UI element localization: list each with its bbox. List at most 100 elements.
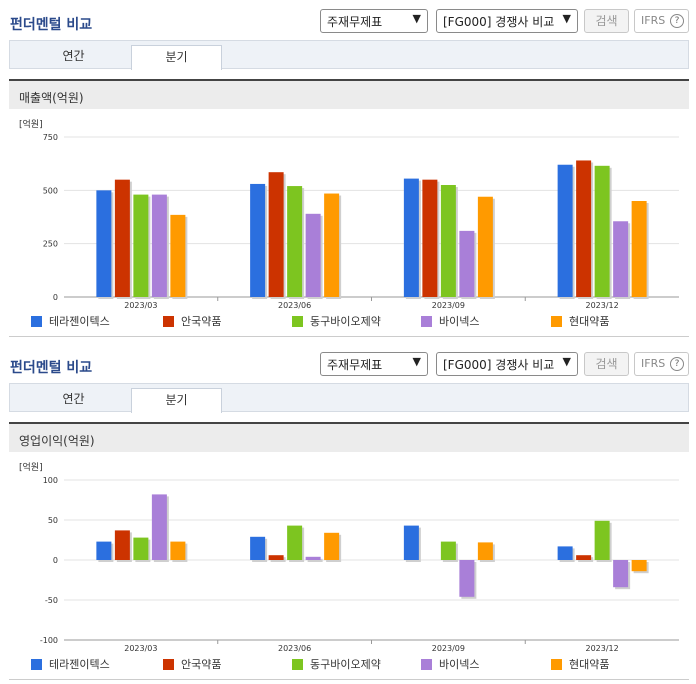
legend-label: 동구바이오제약 xyxy=(310,657,381,671)
compare-select-value: [FG000] 경쟁사 비교 xyxy=(443,358,555,372)
x-tick-label: 2023/12 xyxy=(586,301,619,310)
fundamental-section-operating-profit: 펀더멘털 비교 주재무제표 ▼ [FG000] 경쟁사 비교 ▼ 검색 IFRS? … xyxy=(0,343,696,680)
bar xyxy=(268,555,284,560)
y-tick-label: -50 xyxy=(45,596,58,605)
ifrs-label: IFRS xyxy=(641,357,666,370)
y-tick-label: 50 xyxy=(48,516,58,525)
legend-label: 안국약품 xyxy=(181,314,221,328)
legend-label: 바이넥스 xyxy=(439,315,479,328)
unit-label: [억원] xyxy=(19,461,43,473)
y-tick-label: 0 xyxy=(53,293,58,302)
bar xyxy=(440,541,456,560)
section-header: 펀더멘털 비교 주재무제표 ▼ [FG000] 경쟁사 비교 ▼ 검색 IFRS? xyxy=(0,0,696,40)
bar xyxy=(594,165,610,297)
bar xyxy=(459,230,475,297)
bar xyxy=(305,556,321,560)
bar xyxy=(96,541,112,560)
section-title: 펀더멘털 비교 xyxy=(10,17,93,33)
bar xyxy=(594,520,610,560)
bar xyxy=(557,164,573,297)
y-tick-label: 250 xyxy=(43,240,58,249)
legend-swatch xyxy=(31,659,42,670)
compare-select[interactable]: [FG000] 경쟁사 비교 ▼ xyxy=(436,352,578,376)
x-tick-label: 2023/09 xyxy=(432,301,465,310)
tab-annual[interactable]: 연간 xyxy=(62,392,85,406)
section-header: 펀더멘털 비교 주재무제표 ▼ [FG000] 경쟁사 비교 ▼ 검색 IFRS? xyxy=(0,343,696,383)
bar xyxy=(613,560,629,588)
ifrs-button[interactable]: IFRS? xyxy=(634,352,689,376)
operating-profit-bar-chart: [억원] -100 -50 0 50 100 2023/03 2023/06 2023/09 20… xyxy=(19,461,679,671)
legend-swatch xyxy=(421,316,432,327)
bar xyxy=(576,160,592,297)
period-tabs: 연간 분기 xyxy=(9,383,689,413)
chart-title: 매출액(억원) xyxy=(9,79,689,109)
legend-swatch xyxy=(421,659,432,670)
fundamental-section-sales: 펀더멘털 비교 주재무제표 ▼ [FG000] 경쟁사 비교 ▼ 검색 IFRS? … xyxy=(0,0,696,337)
bar xyxy=(114,530,130,560)
x-tick-label: 2023/03 xyxy=(124,644,157,653)
bar xyxy=(250,536,266,560)
bar xyxy=(114,179,130,297)
chart-title: 영업이익(억원) xyxy=(9,422,689,452)
statement-select[interactable]: 주재무제표 ▼ xyxy=(320,9,428,33)
y-tick-label: 0 xyxy=(53,556,58,565)
x-tick-label: 2023/03 xyxy=(124,301,157,310)
bar xyxy=(403,178,419,297)
y-tick-label: 750 xyxy=(43,133,58,142)
bar xyxy=(287,525,303,560)
bar xyxy=(440,185,456,297)
y-tick-label: 500 xyxy=(43,186,58,195)
x-tick-label: 2023/09 xyxy=(432,644,465,653)
bar xyxy=(631,201,647,297)
bar xyxy=(250,183,266,297)
legend-swatch xyxy=(292,316,303,327)
unit-label: [억원] xyxy=(19,118,43,130)
x-tick-label: 2023/06 xyxy=(278,301,311,310)
bar xyxy=(324,193,340,297)
bar xyxy=(477,196,493,297)
x-tick-label: 2023/12 xyxy=(586,644,619,653)
x-tick-label: 2023/06 xyxy=(278,644,311,653)
tab-quarterly[interactable]: 분기 xyxy=(131,45,222,70)
bar xyxy=(287,186,303,297)
bar xyxy=(576,555,592,560)
bar xyxy=(557,546,573,560)
ifrs-button[interactable]: IFRS? xyxy=(634,9,689,33)
legend-swatch xyxy=(551,659,562,670)
compare-select[interactable]: [FG000] 경쟁사 비교 ▼ xyxy=(436,9,578,33)
legend-label: 바이넥스 xyxy=(439,658,479,671)
bar xyxy=(305,213,321,297)
help-icon[interactable]: ? xyxy=(670,14,684,28)
legend-swatch xyxy=(551,316,562,327)
ifrs-label: IFRS xyxy=(641,14,666,27)
bar xyxy=(96,190,112,297)
sales-bar-chart: [억원] 0 250 500 750 2023/03 2023/06 2023/09 2023/… xyxy=(19,118,679,328)
legend-swatch xyxy=(31,316,42,327)
sales-chart-container: [억원] 0 250 500 750 2023/03 2023/06 2023/09 2023/… xyxy=(9,109,689,337)
legend-swatch xyxy=(292,659,303,670)
help-icon[interactable]: ? xyxy=(670,357,684,371)
legend-swatch xyxy=(163,659,174,670)
section-title: 펀더멘털 비교 xyxy=(10,360,93,376)
bar xyxy=(324,532,340,560)
bar xyxy=(268,172,284,297)
legend-label: 테라젠이텍스 xyxy=(49,658,110,671)
statement-select-value: 주재무제표 xyxy=(327,15,383,29)
operating-profit-chart-container: [억원] -100 -50 0 50 100 2023/03 2023/06 2023/09 20… xyxy=(9,452,689,680)
bar xyxy=(170,214,186,297)
tab-annual[interactable]: 연간 xyxy=(62,49,85,63)
tab-quarterly[interactable]: 분기 xyxy=(131,388,222,413)
search-button[interactable]: 검색 xyxy=(584,9,629,33)
bar xyxy=(151,494,167,560)
bar xyxy=(151,194,167,297)
legend-swatch xyxy=(163,316,174,327)
bar xyxy=(133,194,149,297)
statement-select-value: 주재무제표 xyxy=(327,358,383,372)
bar xyxy=(613,221,629,297)
statement-select[interactable]: 주재무제표 ▼ xyxy=(320,352,428,376)
legend-label: 현대약품 xyxy=(569,657,609,671)
legend-label: 안국약품 xyxy=(181,657,221,671)
bar xyxy=(477,542,493,560)
search-button[interactable]: 검색 xyxy=(584,352,629,376)
chevron-down-icon: ▼ xyxy=(412,12,421,25)
